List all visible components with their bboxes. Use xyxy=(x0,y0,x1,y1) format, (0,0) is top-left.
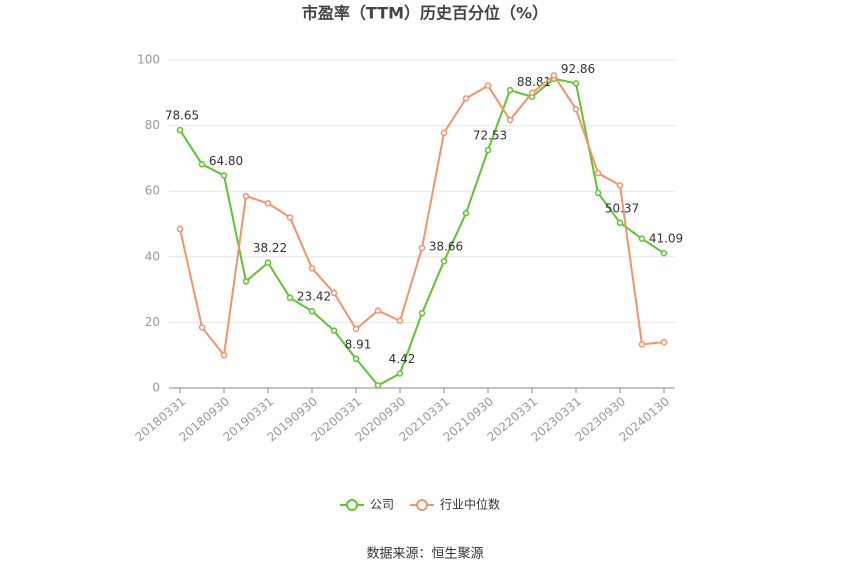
point xyxy=(418,309,426,317)
y-tick-label: 80 xyxy=(145,118,160,132)
point xyxy=(484,146,492,154)
point xyxy=(572,80,580,87)
point xyxy=(330,327,338,334)
point xyxy=(286,214,294,221)
point xyxy=(660,249,668,257)
point xyxy=(374,307,382,314)
data-label: 4.42 xyxy=(389,352,416,366)
point xyxy=(462,95,470,102)
point xyxy=(462,209,470,217)
source: 数据来源：恒生聚源 xyxy=(366,547,483,562)
data-label: 92.86 xyxy=(561,62,595,76)
point xyxy=(506,86,514,94)
point xyxy=(594,189,602,197)
data-label: 72.53 xyxy=(473,129,507,143)
legend-marker xyxy=(416,499,428,511)
point xyxy=(440,129,448,137)
data-label: 38.66 xyxy=(429,240,463,254)
point xyxy=(176,126,184,134)
point xyxy=(352,325,360,333)
point xyxy=(594,169,602,177)
point xyxy=(396,370,404,377)
legend-marker xyxy=(346,499,358,511)
point xyxy=(242,192,250,200)
point xyxy=(484,82,492,89)
point xyxy=(638,235,646,243)
point xyxy=(198,161,206,168)
data-label: 41.09 xyxy=(649,232,683,246)
series-line xyxy=(179,77,665,387)
y-tick-label: 20 xyxy=(145,315,160,329)
point xyxy=(264,259,272,266)
point xyxy=(220,172,228,179)
y-tick-label: 100 xyxy=(137,53,160,67)
y-tick-label: 60 xyxy=(145,184,160,198)
point xyxy=(616,182,624,189)
point xyxy=(308,265,316,272)
point xyxy=(220,351,228,359)
data-label: 50.37 xyxy=(605,201,639,215)
data-label: 8.91 xyxy=(345,337,372,351)
point xyxy=(572,105,580,113)
point xyxy=(550,72,558,79)
point xyxy=(352,355,360,363)
point xyxy=(176,225,184,233)
point xyxy=(242,278,250,285)
point xyxy=(330,289,338,297)
legend-label: 公司 xyxy=(370,498,394,512)
point xyxy=(528,89,536,97)
point xyxy=(616,219,624,227)
data-label: 78.65 xyxy=(165,109,199,123)
data-label: 23.42 xyxy=(297,290,331,304)
point xyxy=(440,257,448,265)
data-label: 38.22 xyxy=(253,241,287,255)
point xyxy=(264,200,272,207)
point xyxy=(374,382,382,389)
point xyxy=(308,307,316,315)
point xyxy=(418,244,426,252)
point xyxy=(286,294,294,302)
point xyxy=(198,324,206,331)
point xyxy=(638,341,646,348)
data-label: 64.80 xyxy=(209,154,243,168)
y-tick-label: 0 xyxy=(152,381,160,395)
point xyxy=(396,317,404,325)
legend-label: 行业中位数 xyxy=(440,497,500,512)
point xyxy=(660,338,668,346)
y-tick-label: 40 xyxy=(145,249,160,263)
point xyxy=(506,116,514,124)
chart-title: 市盈率（TTM）历史百分位（%） xyxy=(302,4,548,23)
